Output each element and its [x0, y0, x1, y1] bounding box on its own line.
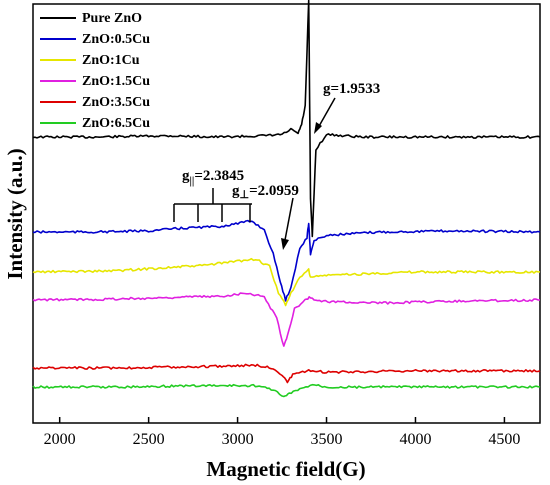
y-axis-title: Intensity (a.u.) — [3, 148, 27, 279]
g-perpendicular-label: g⊥=2.0959 — [232, 183, 299, 201]
x-tick-label-2500: 2500 — [133, 431, 165, 448]
x-tick-label-4000: 4000 — [399, 431, 431, 448]
series-line-zno-1-5cu — [32, 292, 541, 347]
series-line-zno-1cu — [32, 257, 541, 307]
g-1.9533-arrow — [317, 97, 336, 129]
series-layer — [32, 0, 541, 398]
x-axis-ticks: 2000 2500 3000 3500 4000 4500 — [44, 417, 520, 448]
x-axis-title: Magnetic field(G) — [206, 457, 365, 481]
x-tick-label-2000: 2000 — [44, 431, 76, 448]
legend: Pure ZnO ZnO:0.5Cu ZnO:1Cu ZnO:1.5Cu ZnO:3.5… — [40, 11, 150, 131]
legend-label: ZnO:6.5Cu — [82, 116, 150, 131]
series-line-pure-zno — [32, 0, 541, 238]
legend-label: ZnO:1Cu — [82, 53, 140, 68]
g-2.0959-arrow — [284, 197, 294, 241]
series-line-zno-6-5cu — [32, 383, 541, 398]
legend-label: Pure ZnO — [82, 11, 142, 26]
plot-frame — [32, 3, 541, 424]
g-2.0959-arrowhead — [281, 238, 289, 250]
x-tick-label-4500: 4500 — [488, 431, 520, 448]
series-line-zno-0-5cu — [32, 219, 541, 302]
series-line-zno-3-5cu — [32, 363, 541, 384]
legend-label: ZnO:0.5Cu — [82, 32, 150, 47]
legend-label: ZnO:1.5Cu — [82, 74, 150, 89]
g-parallel-hyperfine-bracket — [173, 188, 252, 222]
annotations: g=1.9533 g||=2.3845 g⊥=2.0959 — [173, 81, 380, 250]
g-1.9533-arrowhead — [314, 122, 322, 134]
x-tick-label-3000: 3000 — [222, 431, 254, 448]
x-tick-label-3500: 3500 — [311, 431, 343, 448]
legend-label: ZnO:3.5Cu — [82, 95, 150, 110]
g-parallel-label: g||=2.3845 — [182, 168, 244, 187]
g-perpendicular-high-label: g=1.9533 — [323, 81, 380, 97]
